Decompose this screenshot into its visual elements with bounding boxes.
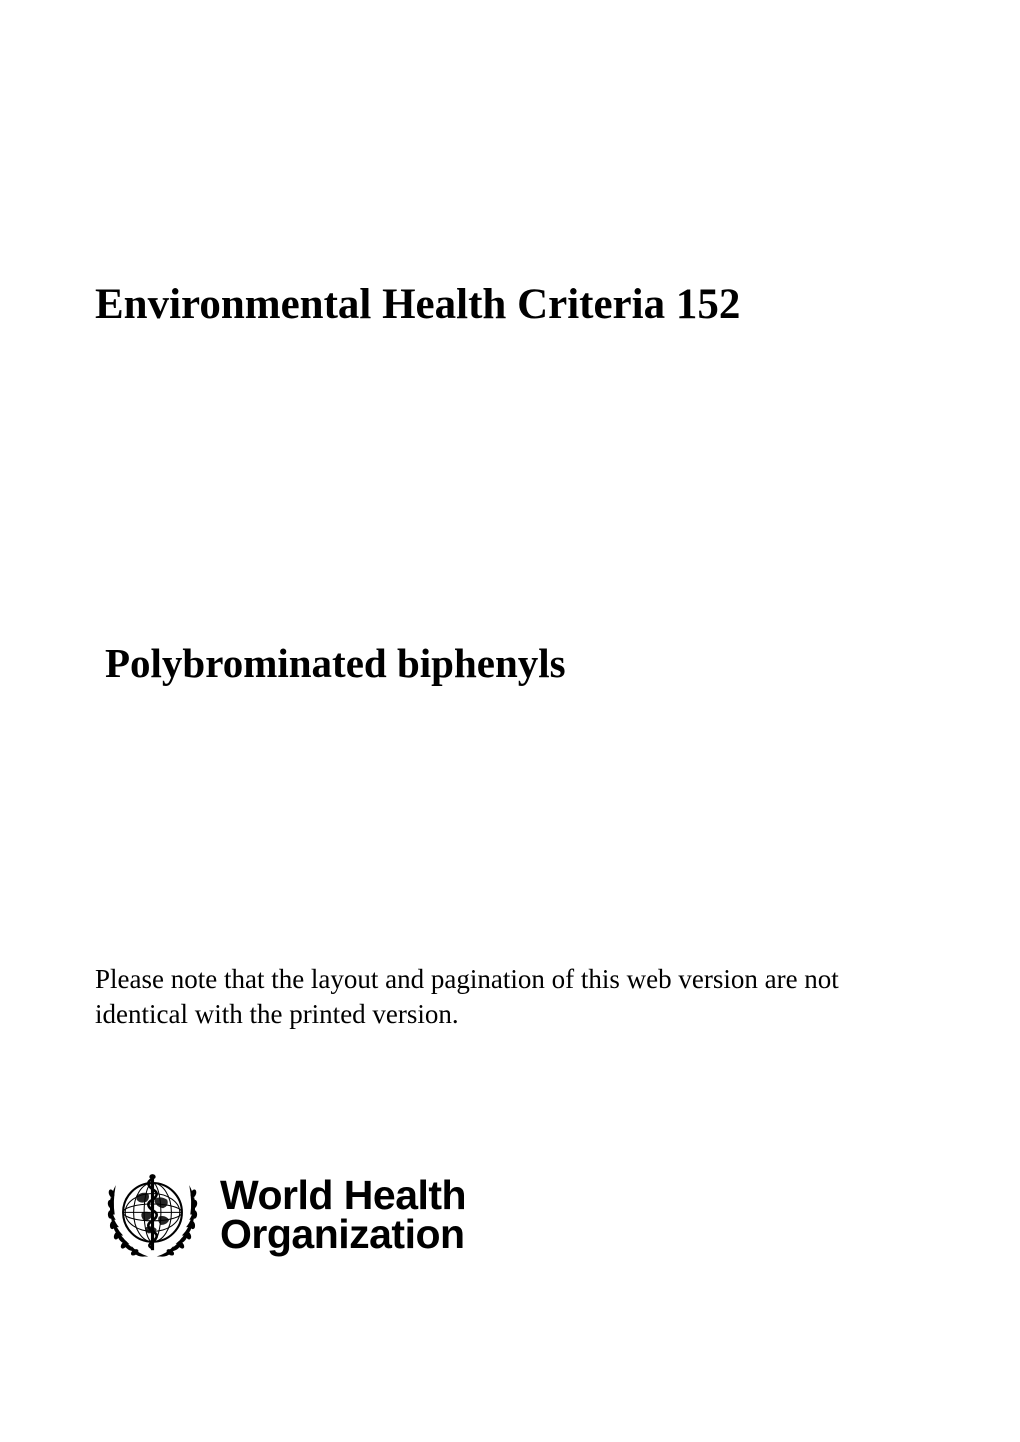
series-title: Environmental Health Criteria 152 (95, 280, 925, 329)
who-emblem-icon (100, 1162, 205, 1267)
document-page: Environmental Health Criteria 152 Polybr… (0, 0, 1020, 1267)
organization-logo: World Health Organization (100, 1162, 925, 1267)
org-name-line-1: World Health (220, 1176, 466, 1215)
organization-name: World Health Organization (220, 1176, 466, 1254)
org-name-line-2: Organization (220, 1215, 466, 1254)
layout-note: Please note that the layout and paginati… (95, 962, 925, 1032)
subject-title: Polybrominated biphenyls (105, 639, 925, 687)
